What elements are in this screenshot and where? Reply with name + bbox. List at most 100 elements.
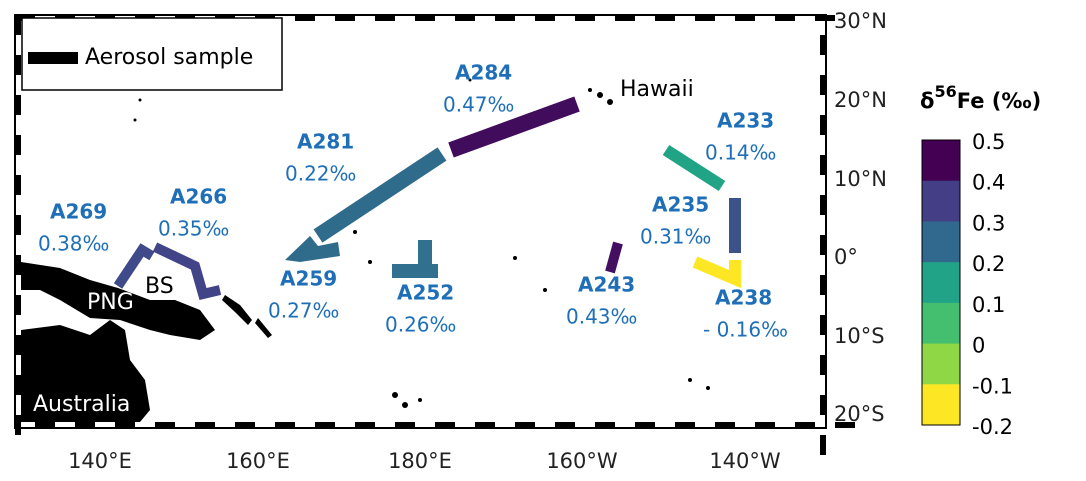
border-check	[15, 175, 21, 195]
border-check	[820, 115, 826, 135]
border-check	[820, 275, 826, 295]
border-check	[820, 435, 826, 455]
sample-value: 0.43‰	[566, 305, 637, 329]
sample-track	[662, 144, 726, 192]
sample-tracks	[113, 96, 741, 300]
place-label: Australia	[33, 392, 130, 417]
border-check	[635, 422, 655, 428]
sample-name: A235	[652, 193, 709, 217]
sample-value: 0.38‰	[38, 232, 109, 256]
sample-track	[285, 236, 340, 262]
sample-name: A238	[715, 286, 772, 310]
colorbar-title: δ56Fe (‰)	[920, 82, 1041, 114]
sample-value: 0.47‰	[443, 93, 514, 117]
colorbar-tick-label: 0	[972, 334, 985, 358]
sample-labels: A284 0.47‰ A281 0.22‰ A259 0.27‰ A252 0.26‰ A269…	[38, 61, 788, 342]
border-check	[15, 15, 21, 35]
sample-value: 0.26‰	[385, 313, 456, 337]
border-check	[715, 422, 735, 428]
border-check	[275, 422, 295, 428]
colorbar-swatch	[922, 262, 960, 304]
border-check	[435, 422, 455, 428]
colorbar-tick-label: 0.1	[972, 293, 1005, 317]
sample-name: A233	[717, 109, 774, 133]
border-check	[820, 195, 826, 215]
border-check	[415, 15, 435, 21]
border-check	[820, 355, 826, 375]
lat-tick-label: 20°S	[834, 402, 885, 426]
colorbar-swatch	[922, 302, 960, 345]
border-check	[515, 422, 535, 428]
border-check	[820, 75, 826, 95]
lat-tick-label: 0°	[834, 245, 858, 269]
sample-name: A266	[170, 185, 227, 209]
lon-tick-label: 140°E	[68, 449, 132, 473]
border-check	[15, 135, 21, 155]
border-check	[35, 422, 55, 428]
sample-track	[605, 241, 623, 274]
border-check	[155, 422, 175, 428]
colorbar-tick-label: -0.1	[972, 374, 1013, 398]
colorbar-tick-label: -0.2	[972, 415, 1013, 439]
place-label: Hawaii	[620, 77, 694, 102]
border-check	[195, 422, 215, 428]
border-check	[375, 15, 395, 21]
lon-tick-label: 160°E	[226, 449, 290, 473]
border-check	[835, 422, 855, 428]
title-sup: 56	[934, 82, 956, 101]
border-check	[655, 15, 675, 21]
border-check	[755, 422, 775, 428]
border-check	[675, 422, 695, 428]
border-check	[15, 375, 21, 395]
land	[21, 78, 710, 422]
border-check	[615, 15, 635, 21]
sample-track	[113, 243, 155, 289]
border-check	[475, 422, 495, 428]
border-check	[820, 155, 826, 175]
colorbar-tick-label: 0.3	[972, 211, 1005, 235]
border-check	[15, 255, 21, 275]
sample-track	[692, 256, 741, 289]
border-check	[820, 35, 826, 55]
border-check	[775, 15, 795, 21]
border-check	[75, 422, 95, 428]
border-check	[820, 315, 826, 335]
sample-value: - 0.16‰	[703, 318, 788, 342]
border-check	[795, 422, 815, 428]
sample-name: A259	[280, 267, 337, 291]
border-check	[455, 15, 475, 21]
border-check	[15, 415, 21, 435]
colorbar-swatch	[922, 221, 960, 263]
sample-value: 0.14‰	[705, 141, 776, 165]
axis-ticks: 140°E 160°E 180°E 160°W 140°W 30°N 20°N 10°N 0° 1…	[68, 9, 887, 473]
colorbar-swatch	[922, 180, 960, 222]
sample-value: 0.31‰	[640, 225, 711, 249]
place-label: BS	[145, 274, 174, 299]
colorbar: 0.5 0.4 0.3 0.2 0.1 0 -0.1 -0.2	[921, 130, 1013, 439]
border-check	[15, 295, 21, 315]
border-check	[15, 55, 21, 75]
lat-tick-label: 20°N	[834, 88, 887, 112]
colorbar-tick-label: 0.4	[972, 171, 1005, 195]
lat-tick-label: 30°N	[834, 9, 887, 33]
lat-tick-label: 10°S	[834, 324, 885, 348]
border-check	[15, 335, 21, 355]
border-check	[295, 15, 315, 21]
place-label: PNG	[87, 290, 134, 315]
colorbar-swatch	[922, 343, 960, 385]
colorbar-outline	[921, 139, 961, 426]
colorbar-tick-label: 0.2	[972, 252, 1005, 276]
sample-value: 0.27‰	[268, 299, 339, 323]
border-check	[595, 422, 615, 428]
sample-track	[392, 240, 438, 278]
title-part: δ	[920, 89, 934, 113]
title-part: Fe (‰)	[957, 89, 1041, 113]
border-check	[495, 15, 515, 21]
border-check	[15, 95, 21, 115]
lon-tick-label: 180°E	[388, 449, 452, 473]
sample-track	[313, 147, 447, 243]
border-check	[735, 15, 755, 21]
border-check	[235, 422, 255, 428]
sample-name: A281	[297, 130, 354, 154]
sample-name: A252	[397, 281, 454, 305]
